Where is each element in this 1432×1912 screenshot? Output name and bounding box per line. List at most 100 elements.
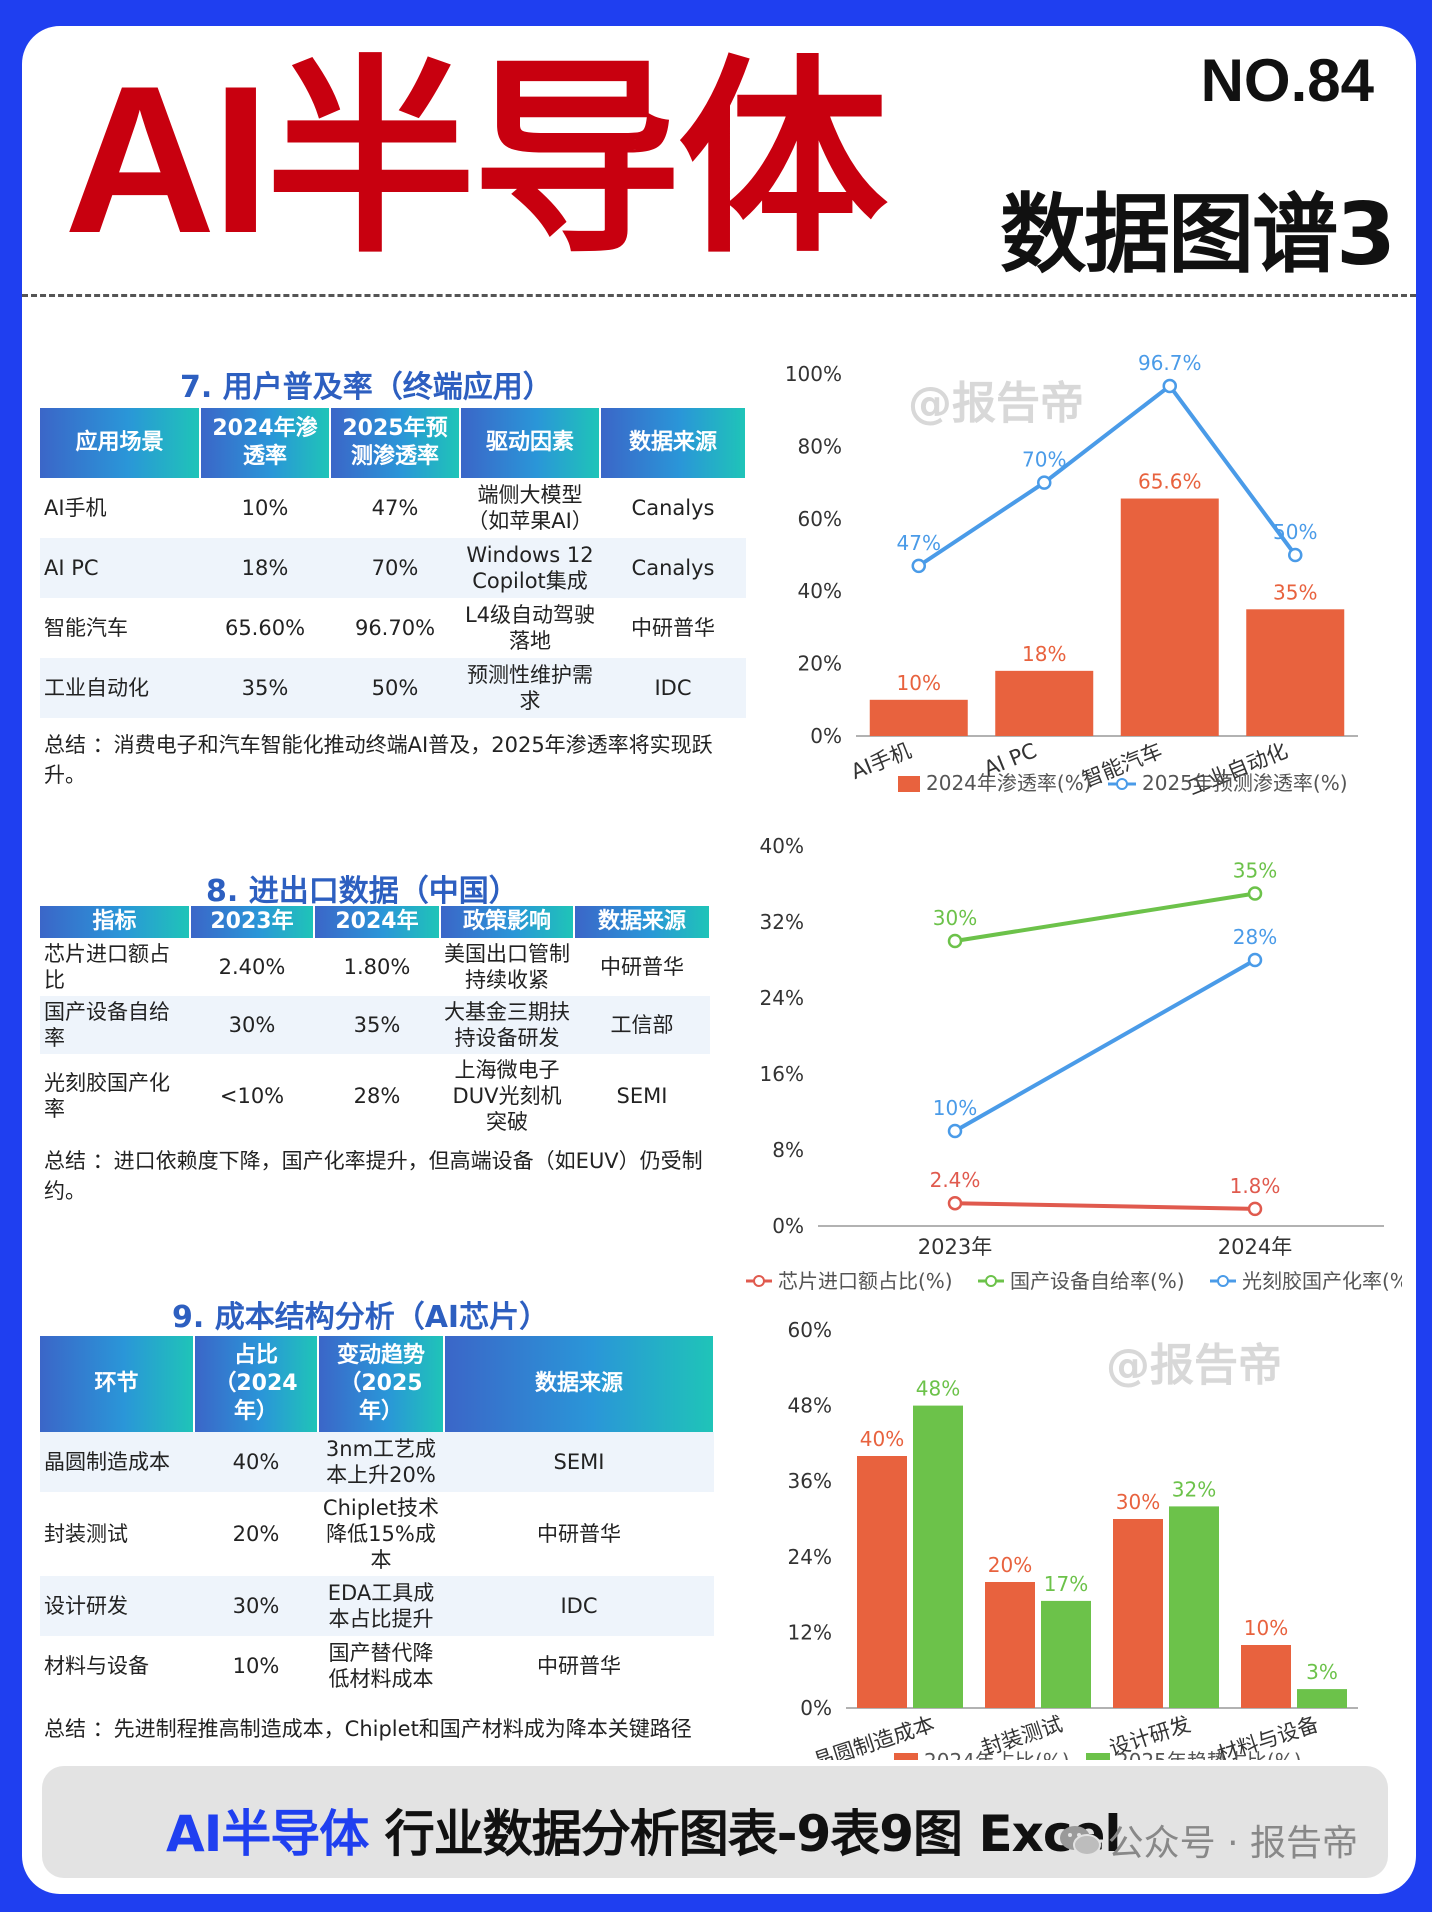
legend-label: 2024年渗透率(%) [926, 771, 1092, 795]
infographic-card: AI半导体 NO.84 数据图谱3 7. 用户普及率（终端应用） 应用场景 20… [22, 26, 1416, 1894]
table-cell: 50% [330, 658, 460, 718]
section8-title: 8. 进出口数据（中国） [206, 874, 519, 909]
bar [913, 1405, 963, 1708]
line-point [1037, 475, 1052, 490]
bar-data-label: 10% [897, 671, 941, 695]
table-row: 芯片进口额占比 2.40% 1.80% 美国出口管制持续收紧 中研普华 [40, 938, 710, 996]
bar [1246, 609, 1345, 736]
table-cell: 中研普华 [631, 616, 715, 640]
bar [869, 699, 968, 736]
line-data-label: 70% [1022, 448, 1066, 472]
table-cell: 晶圆制造成本 [40, 1432, 194, 1492]
table-cell: EDA工具成本占比提升 [318, 1576, 444, 1636]
table-cell: AI PC [40, 538, 200, 598]
table-cell: 大基金三期扶持设备研发 [440, 996, 574, 1054]
y-tick-label: 40% [798, 579, 842, 603]
table-cell: 1.80% [343, 955, 411, 979]
bar [1297, 1689, 1347, 1708]
y-tick-label: 100% [785, 362, 842, 386]
line-point [1288, 547, 1303, 563]
table-cell: 10% [241, 496, 289, 520]
table-cell: 芯片进口额占比 [44, 942, 170, 992]
section9-title: 9. 成本结构分析（AI芯片） [172, 1300, 550, 1335]
table-cell: IDC [444, 1576, 714, 1636]
table-cell: 28% [353, 1084, 401, 1108]
legend-label: 2025年预测渗透率(%) [1142, 771, 1348, 795]
line-data-label: 35% [1233, 859, 1277, 883]
section7-table: 应用场景 2024年渗透率 2025年预测渗透率 驱动因素 数据来源 AI手机 … [40, 408, 747, 718]
line-data-label: 10% [933, 1096, 977, 1120]
legend-swatch [894, 1753, 918, 1760]
line-point [1247, 952, 1263, 968]
y-tick-label: 0% [810, 724, 842, 748]
section8-table: 指标 2023年 2024年 政策影响 数据来源 芯片进口额占比 2.40% 1… [40, 906, 711, 1138]
bar-data-label: 65.6% [1138, 470, 1202, 494]
y-tick-label: 12% [788, 1620, 832, 1644]
wechat-label: 公众号 · 报告帝 [1107, 1823, 1358, 1864]
y-tick-label: 16% [760, 1062, 804, 1086]
watermark-text: @报告帝 [908, 378, 1084, 429]
table-cell: 中研普华 [537, 1522, 621, 1546]
table-row: AI手机 10% 47% 端侧大模型（如苹果AI） Canalys [40, 478, 746, 538]
table-cell: 上海微电子DUV光刻机突破 [452, 1058, 562, 1134]
y-tick-label: 24% [760, 986, 804, 1010]
wechat-account: 公众号 · 报告帝 [1058, 1814, 1358, 1869]
table-row: AI PC 18% 70% Windows 12 Copilot集成 Canal… [40, 538, 746, 598]
table-cell: 18% [200, 538, 330, 598]
table-cell: 96.70% [354, 616, 436, 640]
line-point [947, 933, 963, 949]
y-tick-label: 36% [788, 1469, 832, 1493]
table-cell: 10% [232, 1654, 280, 1678]
legend-marker [753, 1275, 765, 1287]
table-cell: 20% [232, 1522, 280, 1546]
line-data-label: 47% [897, 531, 941, 555]
table-cell: 美国出口管制持续收紧 [444, 942, 570, 992]
table-cell: Windows 12 Copilot集成 [460, 538, 600, 598]
series-line [954, 891, 1256, 943]
table-cell: SEMI [444, 1432, 714, 1492]
table-header: 指标 [40, 906, 191, 938]
series-line [917, 383, 1297, 568]
y-tick-label: 80% [798, 434, 842, 458]
line-data-label: 30% [933, 906, 977, 930]
bar [985, 1582, 1035, 1708]
table-cell: Canalys [631, 496, 715, 520]
table-cell: 35% [314, 996, 440, 1054]
bar-data-label: 20% [988, 1553, 1032, 1577]
table-header: 驱动因素 [460, 408, 601, 478]
legend-swatch [898, 776, 920, 792]
legend-marker [985, 1275, 997, 1287]
legend-label: 国产设备自给率(%) [1010, 1269, 1185, 1293]
legend-label: 2025年趋势占比(%) [1116, 1749, 1302, 1760]
wechat-icon [1058, 1822, 1102, 1869]
table-cell: <10% [219, 1084, 285, 1108]
table-cell: 国产替代降低材料成本 [328, 1641, 434, 1691]
bar-data-label: 32% [1172, 1477, 1216, 1501]
table-cell: 30% [194, 1576, 318, 1636]
table-cell: 35% [200, 658, 330, 718]
legend-marker [1116, 778, 1128, 790]
bar [1169, 1506, 1219, 1708]
x-tick-label: 2023年 [918, 1235, 992, 1259]
table-cell: 国产设备自给率 [40, 996, 190, 1054]
line-data-label: 96.7% [1138, 351, 1202, 375]
table-header: 2024年渗透率 [200, 408, 331, 478]
table-cell: 智能汽车 [44, 616, 128, 640]
line-point [1162, 378, 1177, 394]
table-cell: 47% [371, 496, 419, 520]
bar [1113, 1519, 1163, 1708]
table-header: 2023年 [190, 906, 315, 938]
table-header: 占比（2024年） [194, 1336, 319, 1432]
legend-label: 光刻胶国产化率(%) [1242, 1269, 1402, 1293]
line-point [1247, 886, 1263, 901]
table-row: 智能汽车 65.60% 96.70% L4级自动驾驶落地 中研普华 [40, 598, 746, 658]
bar-data-label: 10% [1244, 1616, 1288, 1640]
series-line [954, 1201, 1256, 1211]
table-cell: 设计研发 [40, 1576, 194, 1636]
table-header: 变动趋势（2025年） [318, 1336, 445, 1432]
y-tick-label: 60% [788, 1318, 832, 1342]
legend-label: 2024年占比(%) [924, 1749, 1070, 1760]
y-tick-label: 40% [760, 834, 804, 858]
table-cell: 工业自动化 [40, 658, 200, 718]
bar-data-label: 17% [1044, 1572, 1088, 1596]
